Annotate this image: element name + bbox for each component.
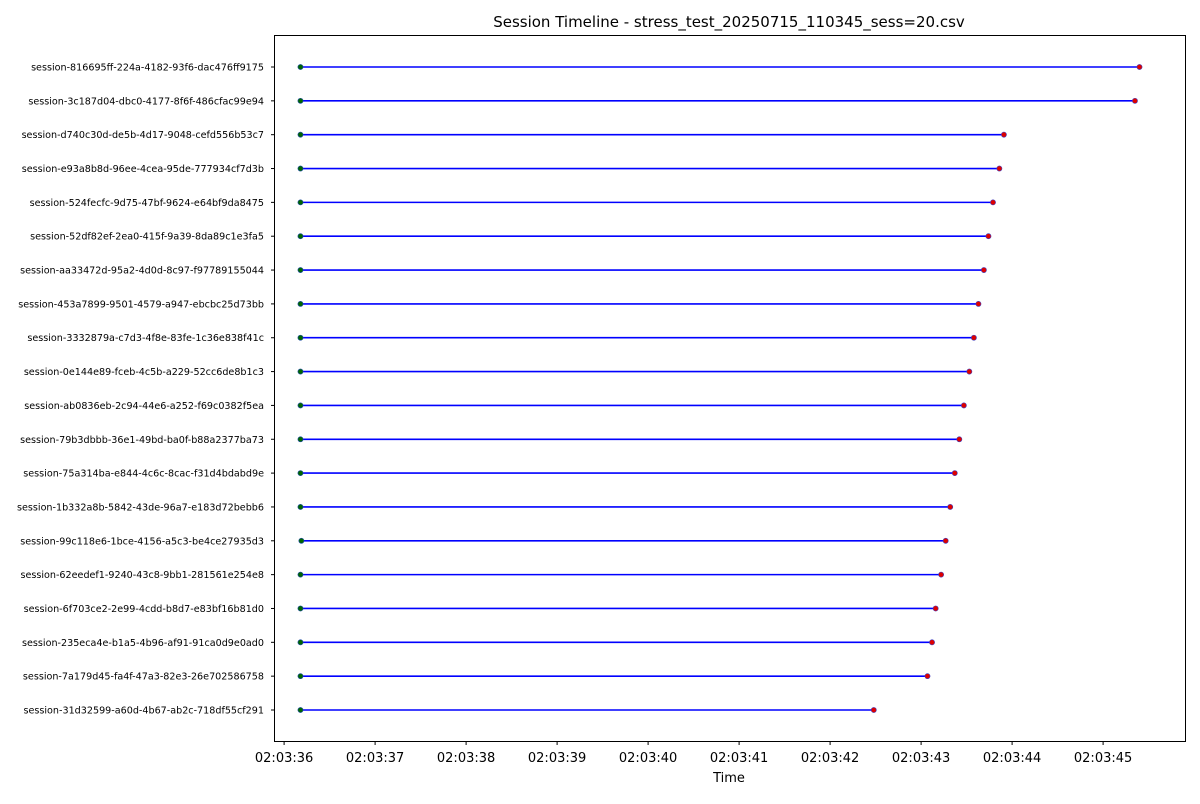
session-label: session-7a179d45-fa4f-47a3-82e3-26e70258… (23, 672, 264, 683)
x-tick-label: 02:03:37 (346, 751, 404, 766)
session-start-point (297, 267, 304, 273)
session-end-point (966, 368, 973, 375)
session-end-point (956, 436, 963, 443)
session-start-point (297, 64, 304, 70)
session-label: session-e93a8b8d-96ee-4cea-95de-777934cf… (22, 164, 264, 175)
session-label: session-99c118e6-1bce-4156-a5c3-be4ce279… (20, 536, 264, 547)
plot-marks (297, 64, 1143, 713)
session-start-point (297, 436, 304, 443)
session-start-point (297, 165, 304, 172)
session-end-point (942, 537, 949, 544)
session-start-point (297, 334, 304, 341)
session-start-point (297, 368, 304, 375)
session-end-point (970, 334, 977, 341)
session-start-point (297, 707, 304, 713)
session-start-point (297, 470, 304, 477)
session-label: session-524fecfc-9d75-47bf-9624-e64bf9da… (30, 198, 264, 209)
session-label: session-6f703ce2-2e99-4cdd-b8d7-e83bf16b… (24, 604, 264, 615)
session-start-point (297, 673, 304, 680)
session-label: session-52df82ef-2ea0-415f-9a39-8da89c1e… (30, 232, 264, 243)
x-tick-label: 02:03:40 (619, 751, 677, 766)
session-label: session-0e144e89-fceb-4c5b-a229-52cc6de8… (24, 367, 264, 378)
session-start-point (297, 131, 304, 138)
session-end-point (924, 673, 931, 680)
session-label: session-ab0836eb-2c94-44e6-a252-f69c0382… (24, 401, 264, 412)
session-label: session-3332879a-c7d3-4f8e-83fe-1c36e838… (27, 333, 264, 344)
session-label: session-75a314ba-e844-4c6c-8cac-f31d4bda… (23, 469, 264, 480)
session-label: session-3c187d04-dbc0-4177-8f6f-486cfac9… (28, 96, 264, 107)
session-start-point (297, 233, 304, 240)
session-start-point (297, 605, 304, 612)
session-end-point (985, 233, 992, 240)
x-tick-label: 02:03:41 (710, 751, 768, 766)
x-tick-label: 02:03:38 (437, 751, 495, 766)
x-axis: 02:03:36 02:03:37 02:03:38 02:03:39 02:03:40… (255, 741, 1132, 766)
session-label: session-816695ff-224a-4182-93f6-dac476ff… (31, 63, 264, 74)
session-start-point (298, 537, 305, 544)
plot-area (274, 35, 1186, 742)
session-label: session-1b332a8b-5842-43de-96a7-e183d72b… (17, 502, 264, 513)
session-label: session-235eca4e-b1a5-4b96-af91-91ca0d9e… (22, 638, 264, 649)
session-label: session-31d32599-a60d-4b67-ab2c-718df55c… (23, 706, 264, 717)
session-start-point (297, 571, 304, 578)
session-end-point (960, 402, 967, 409)
session-end-point (1132, 97, 1138, 104)
session-label: session-79b3dbbb-36e1-49bd-ba0f-b88a2377… (20, 435, 264, 446)
session-end-point (975, 300, 982, 307)
session-start-point (297, 504, 304, 510)
session-label: session-aa33472d-95a2-4d0d-8c97-f9778915… (20, 266, 264, 277)
session-start-point (297, 199, 304, 206)
y-axis: session-816695ff-224a-4182-93f6-dac476ff… (17, 63, 275, 717)
x-tick-label: 02:03:43 (892, 751, 950, 766)
x-tick-label: 02:03:39 (528, 751, 586, 766)
x-tick-label: 02:03:36 (255, 751, 313, 766)
chart-title: Session Timeline - stress_test_20250715_… (493, 13, 965, 32)
x-tick-label: 02:03:42 (801, 751, 859, 766)
session-start-point (297, 300, 304, 307)
session-label: session-453a7899-9501-4579-a947-ebcbc25d… (18, 299, 264, 310)
session-end-point (929, 639, 935, 646)
session-end-point (947, 504, 954, 510)
x-axis-label: Time (712, 771, 745, 786)
session-end-point (932, 605, 939, 612)
session-label: session-62eedef1-9240-43c8-9bb1-281561e2… (20, 570, 264, 581)
session-end-point (951, 470, 958, 477)
session-end-point (1001, 131, 1007, 138)
session-end-point (980, 267, 987, 273)
session-label: session-d740c30d-de5b-4d17-9048-cefd556b… (22, 130, 264, 141)
session-end-point (1136, 64, 1143, 70)
session-end-point (938, 571, 945, 578)
session-start-point (297, 402, 304, 409)
session-start-point (297, 639, 304, 646)
session-end-point (990, 199, 996, 206)
session-start-point (297, 97, 304, 104)
session-end-point (996, 165, 1003, 172)
x-tick-label: 02:03:44 (983, 751, 1041, 766)
x-tick-label: 02:03:45 (1074, 751, 1132, 766)
session-end-point (870, 707, 877, 713)
